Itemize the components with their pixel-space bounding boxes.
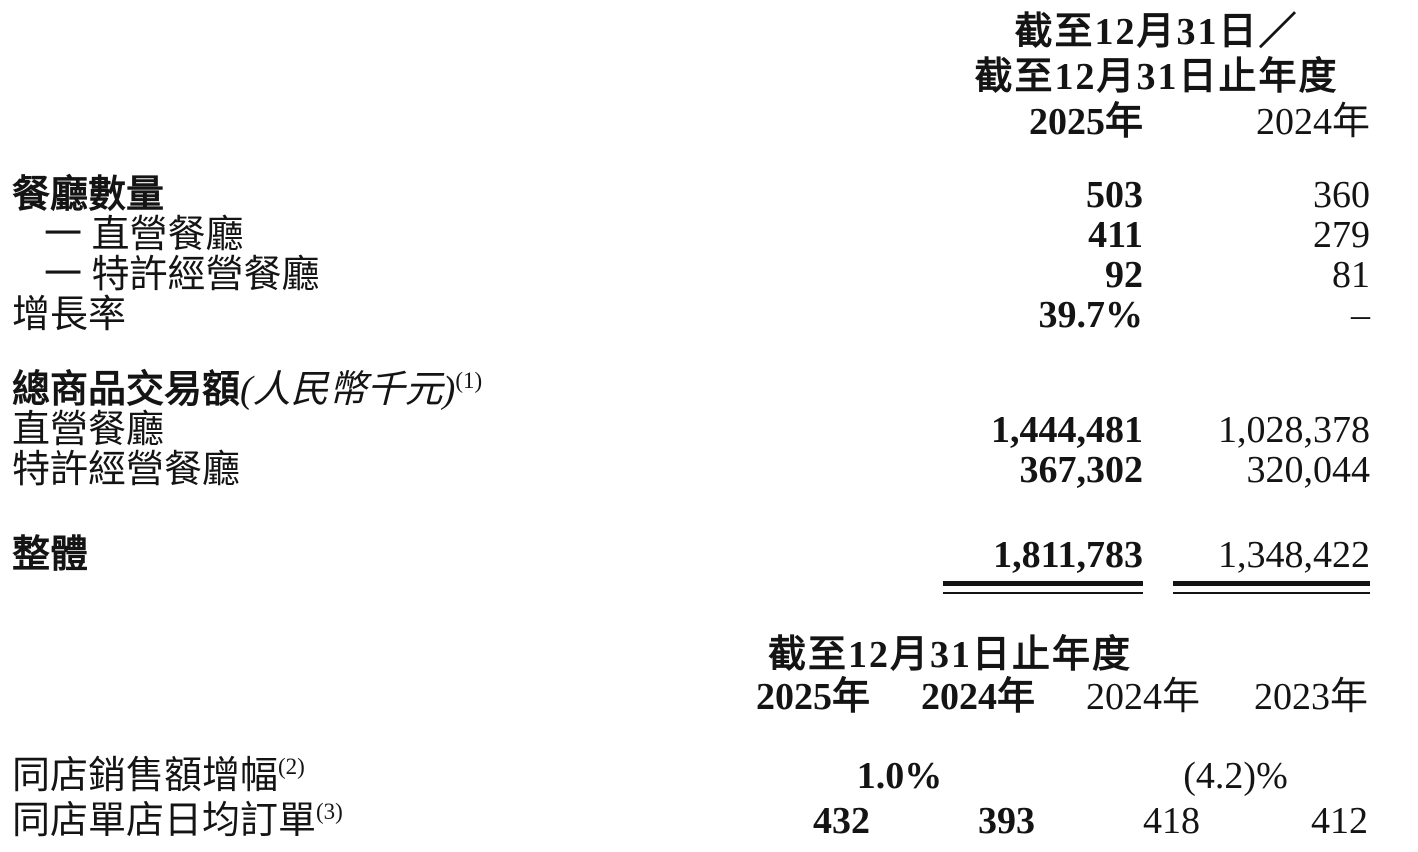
restaurant-count-2025: 503 xyxy=(1086,174,1143,216)
gmv-title-empty-2025 xyxy=(943,370,1143,410)
period-line-1: 截至12月31日／ xyxy=(1014,11,1299,53)
period-line-2: 截至12月31日止年度 xyxy=(974,56,1339,98)
restaurant-count-2024: 360 xyxy=(1313,174,1370,216)
franchised-2024: 81 xyxy=(1332,254,1370,296)
section-gmv: 總商品交易額(人民幣千元)(1) 直營餐廳 1,444,481 1,028,37… xyxy=(0,368,1370,490)
gmv-direct-2024: 1,028,378 xyxy=(1218,409,1370,451)
total-2025-cell: 1,811,783 xyxy=(943,535,1143,594)
table2-year-header-spacer xyxy=(0,676,700,718)
table2-header-spacer xyxy=(0,634,700,676)
double-rule-2024 xyxy=(1173,581,1370,594)
same-store-sales-label-cell: 同店銷售額增幅(2) xyxy=(0,754,700,799)
gmv-unit-note: (人民幣千元) xyxy=(240,369,456,411)
row-directly-operated-count: 一 直營餐廳 411 279 xyxy=(0,215,1370,255)
same-store-orders-label: 同店單店日均訂單 xyxy=(12,800,317,842)
year-header-2025-a: 2025年 xyxy=(755,676,870,718)
same-store-orders-footnote: (3) xyxy=(316,799,343,824)
row-growth-rate: 增長率 39.7% – xyxy=(0,295,1370,335)
table1-period-header: 截至12月31日／ 截至12月31日止年度 xyxy=(0,10,1370,100)
section-restaurant-count: 餐廳數量 503 360 一 直營餐廳 411 279 一 特許經營餐廳 92 … xyxy=(0,175,1370,335)
same-store-sales-label: 同店銷售額增幅 xyxy=(12,755,279,797)
total-2024-value: 1,348,422 xyxy=(1218,534,1370,576)
total-label: 整體 xyxy=(12,534,89,576)
table1-year-header-spacer xyxy=(0,100,943,145)
orders-2025: 432 xyxy=(813,800,870,842)
table1-period-header-span: 截至12月31日／ 截至12月31日止年度 xyxy=(943,10,1370,100)
directly-operated-2024: 279 xyxy=(1313,214,1370,256)
table2-period-text: 截至12月31日止年度 xyxy=(767,634,1132,676)
total-2024-cell: 1,348,422 xyxy=(1143,535,1370,594)
gmv-title-empty-2024 xyxy=(1143,370,1370,410)
orders-2023: 412 xyxy=(1311,800,1368,842)
year-header-2024-b: 2024年 xyxy=(1085,676,1200,718)
year-header-2024-a: 2024年 xyxy=(920,676,1035,718)
growth-rate-2024: – xyxy=(1351,294,1370,336)
gmv-franchised-2025: 367,302 xyxy=(1019,449,1144,491)
table2-header-tail xyxy=(1200,634,1368,676)
same-store-table: 截至12月31日止年度 2025年 2024年 2024年 2023年 同店銷售… xyxy=(0,634,1418,844)
row-gmv-direct: 直營餐廳 1,444,481 1,028,378 xyxy=(0,410,1370,450)
gmv-direct-2025: 1,444,481 xyxy=(991,409,1143,451)
restaurant-count-label: 餐廳數量 xyxy=(12,174,165,216)
row-same-store-daily-orders: 同店單店日均訂單(3) 432 393 418 412 xyxy=(0,799,1368,844)
row-same-store-sales-growth: 同店銷售額增幅(2) 1.0% (4.2)% xyxy=(0,754,1368,799)
directly-operated-label: 一 直營餐廳 xyxy=(44,214,244,256)
same-store-sales-footnote: (2) xyxy=(278,754,305,779)
table2-year-header-row: 2025年 2024年 2024年 2023年 xyxy=(0,676,1368,718)
orders-2024-b: 418 xyxy=(1143,800,1200,842)
same-store-orders-label-cell: 同店單店日均訂單(3) xyxy=(0,799,700,844)
double-rule-2025 xyxy=(943,581,1143,594)
table2-body: 同店銷售額增幅(2) 1.0% (4.2)% 同店單店日均訂單(3) 432 3… xyxy=(0,754,1368,844)
year-header-2024: 2024年 xyxy=(1255,101,1370,143)
table2-period-header: 截至12月31日止年度 xyxy=(0,634,1368,676)
total-2025-value: 1,811,783 xyxy=(993,534,1143,576)
gmv-franchised-label: 特許經營餐廳 xyxy=(12,449,241,491)
year-header-2023: 2023年 xyxy=(1253,676,1368,718)
directly-operated-2025: 411 xyxy=(1088,214,1143,256)
row-franchised-count: 一 特許經營餐廳 92 81 xyxy=(0,255,1370,295)
restaurants-gmv-table: 截至12月31日／ 截至12月31日止年度 2025年 2024年 餐廳數量 5… xyxy=(0,10,1370,594)
orders-2024-a: 393 xyxy=(978,800,1035,842)
growth-rate-label: 增長率 xyxy=(12,294,127,336)
row-restaurant-count: 餐廳數量 503 360 xyxy=(0,175,1370,215)
same-store-sales-2024-2023: (4.2)% xyxy=(1183,755,1288,797)
gmv-direct-label: 直營餐廳 xyxy=(12,409,165,451)
same-store-sales-2025-2024: 1.0% xyxy=(856,755,943,797)
table1-header-spacer xyxy=(0,10,943,100)
gmv-franchised-2024: 320,044 xyxy=(1246,449,1371,491)
gmv-title: 總商品交易額 xyxy=(12,369,241,411)
gmv-footnote-marker: (1) xyxy=(455,368,483,393)
table1-year-header-row: 2025年 2024年 xyxy=(0,100,1370,145)
growth-rate-2025: 39.7% xyxy=(1038,294,1144,336)
year-header-2025: 2025年 xyxy=(1028,101,1143,143)
row-total-gmv: 整體 1,811,783 1,348,422 xyxy=(0,535,1370,594)
row-gmv-title: 總商品交易額(人民幣千元)(1) xyxy=(0,368,1370,411)
gmv-title-label: 總商品交易額(人民幣千元)(1) xyxy=(0,368,943,411)
franchised-2025: 92 xyxy=(1105,254,1143,296)
row-gmv-franchised: 特許經營餐廳 367,302 320,044 xyxy=(0,450,1370,490)
franchised-label: 一 特許經營餐廳 xyxy=(44,254,320,296)
